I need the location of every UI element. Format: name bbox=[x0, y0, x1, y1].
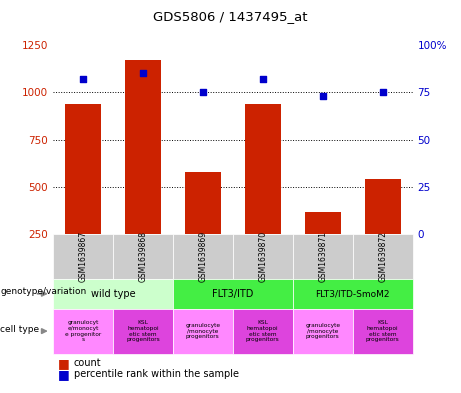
Point bbox=[139, 70, 147, 77]
Bar bbox=[65, 104, 101, 281]
Bar bbox=[245, 104, 281, 281]
Text: FLT3/ITD-SmoM2: FLT3/ITD-SmoM2 bbox=[315, 289, 390, 298]
Text: granulocyte
/monocyte
progenitors: granulocyte /monocyte progenitors bbox=[185, 323, 220, 340]
Text: KSL
hematopoi
etic stem
progenitors: KSL hematopoi etic stem progenitors bbox=[246, 320, 280, 342]
Text: GSM1639871: GSM1639871 bbox=[318, 231, 327, 282]
Text: KSL
hematopoi
etic stem
progenitors: KSL hematopoi etic stem progenitors bbox=[366, 320, 400, 342]
Bar bbox=[305, 212, 341, 281]
Text: GSM1639869: GSM1639869 bbox=[198, 231, 207, 282]
Text: KSL
hematopoi
etic stem
progenitors: KSL hematopoi etic stem progenitors bbox=[126, 320, 160, 342]
Text: genotype/variation: genotype/variation bbox=[0, 287, 87, 296]
Point bbox=[199, 89, 207, 95]
Text: count: count bbox=[74, 358, 101, 368]
Text: wild type: wild type bbox=[91, 289, 135, 299]
Text: GSM1639872: GSM1639872 bbox=[378, 231, 387, 282]
Point bbox=[79, 76, 87, 82]
Bar bbox=[125, 60, 161, 281]
Bar bbox=[185, 172, 221, 281]
Text: granulocyt
e/monocyt
e progenitor
s: granulocyt e/monocyt e progenitor s bbox=[65, 320, 101, 342]
Text: granulocyte
/monocyte
progenitors: granulocyte /monocyte progenitors bbox=[305, 323, 340, 340]
Text: FLT3/ITD: FLT3/ITD bbox=[212, 289, 254, 299]
Bar bbox=[365, 179, 401, 281]
Text: ■: ■ bbox=[58, 368, 69, 381]
Text: GDS5806 / 1437495_at: GDS5806 / 1437495_at bbox=[153, 10, 308, 23]
Text: percentile rank within the sample: percentile rank within the sample bbox=[74, 369, 239, 379]
Text: cell type: cell type bbox=[0, 325, 40, 334]
Text: GSM1639870: GSM1639870 bbox=[258, 231, 267, 282]
Text: GSM1639868: GSM1639868 bbox=[138, 231, 148, 282]
Point bbox=[319, 93, 326, 99]
Text: ■: ■ bbox=[58, 357, 69, 370]
Text: GSM1639867: GSM1639867 bbox=[78, 231, 88, 282]
Point bbox=[259, 76, 266, 82]
Point bbox=[379, 89, 386, 95]
